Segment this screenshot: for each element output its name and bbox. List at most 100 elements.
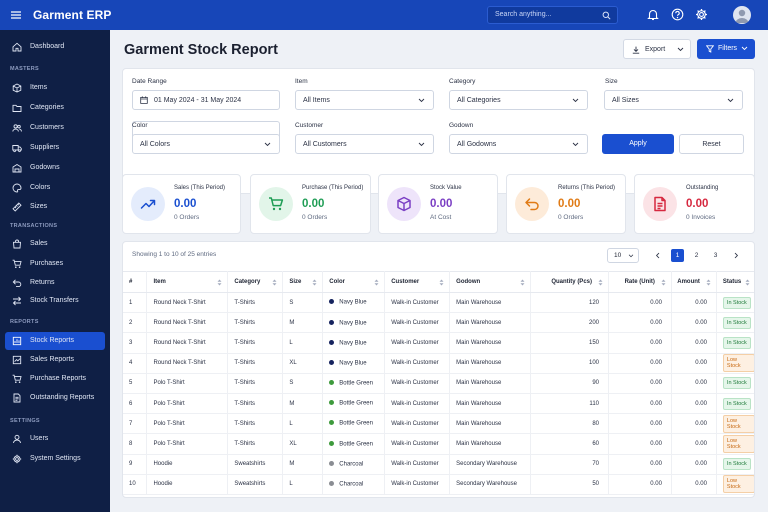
stat-value: 0.00 bbox=[558, 198, 581, 210]
godown-select[interactable]: All Godowns bbox=[449, 134, 588, 154]
table-row[interactable]: 10 Hoodie Sweatshirts L Charcoal Walk-in Cust… bbox=[123, 474, 754, 495]
date-range-input[interactable]: 01 May 2024 - 31 May 2024 bbox=[132, 90, 280, 110]
column-header[interactable]: Rate (Unit) bbox=[608, 271, 672, 293]
sidebar-item-label: Purchase Reports bbox=[30, 375, 87, 382]
sales-stat-card[interactable]: Sales (This Period) 0.00 0 Orders bbox=[122, 174, 241, 234]
prev-page-button[interactable] bbox=[651, 249, 664, 262]
column-header[interactable]: Customer bbox=[384, 271, 451, 293]
table-cell: Walk-in Customer bbox=[384, 312, 451, 334]
table-row[interactable]: 9 Hoodie Sweatshirts M Charcoal Walk-in Custo… bbox=[123, 454, 754, 475]
column-header[interactable]: Amount bbox=[671, 271, 717, 293]
page-button-1[interactable]: 1 bbox=[671, 249, 684, 262]
customer-select-value: All Customers bbox=[303, 141, 347, 148]
status-badge: Low Stock bbox=[722, 434, 754, 453]
page-button-2[interactable]: 2 bbox=[694, 252, 699, 259]
page-button-3[interactable]: 3 bbox=[713, 252, 718, 259]
table-row[interactable]: 6 Polo T-Shirt T-Shirts M Bottle Green Walk-i… bbox=[123, 393, 754, 415]
column-header[interactable]: Category bbox=[227, 271, 284, 293]
sidebar-item-label: Stock Transfers bbox=[30, 297, 79, 304]
search-input[interactable]: Search anything... bbox=[487, 6, 618, 24]
avatar[interactable] bbox=[733, 6, 751, 24]
column-header[interactable]: Quantity (Pcs) bbox=[530, 271, 609, 293]
stat-subtext: 0 Orders bbox=[174, 214, 200, 221]
color-select[interactable]: All Colors bbox=[132, 134, 280, 154]
table-cell: 110 bbox=[530, 393, 609, 415]
sidebar-item-suppliers[interactable]: Suppliers bbox=[5, 139, 105, 157]
table-cell: 0.00 bbox=[608, 433, 672, 455]
sidebar-item-customers[interactable]: Customers bbox=[5, 119, 105, 137]
table-cell: Polo T-Shirt bbox=[146, 373, 229, 394]
item-label: Item bbox=[295, 78, 308, 85]
gear-icon[interactable] bbox=[695, 8, 708, 21]
stat-value: 0.00 bbox=[686, 198, 709, 210]
table-cell: In Stock bbox=[716, 393, 754, 415]
page-size-select[interactable]: 10 bbox=[607, 248, 639, 263]
table-row[interactable]: 1 Round Neck T-Shirt T-Shirts S Navy Blue Wal… bbox=[123, 292, 754, 314]
item-select[interactable]: All Items bbox=[295, 90, 434, 110]
size-select[interactable]: All Sizes bbox=[604, 90, 743, 110]
sidebar-item-sales-reports[interactable]: Sales Reports bbox=[5, 351, 105, 369]
column-header-label: Godown bbox=[456, 279, 481, 285]
column-header[interactable]: Item bbox=[146, 271, 229, 293]
table-cell: 0.00 bbox=[671, 332, 717, 354]
table-row[interactable]: 7 Polo T-Shirt T-Shirts L Bottle Green Walk-i… bbox=[123, 413, 754, 435]
returns-stat-card[interactable]: Returns (This Period) 0.00 0 Orders bbox=[506, 174, 626, 234]
column-header-label: Item bbox=[153, 279, 166, 285]
table-row[interactable]: 8 Polo T-Shirt T-Shirts XL Bottle Green Walk-… bbox=[123, 433, 754, 455]
column-header[interactable]: Color bbox=[322, 271, 386, 293]
sidebar-item-sales[interactable]: Sales bbox=[5, 235, 105, 253]
sidebar-item-categories[interactable]: Categories bbox=[5, 99, 105, 117]
table-cell: 0.00 bbox=[671, 454, 717, 475]
sidebar-item-godowns[interactable]: Godowns bbox=[5, 159, 105, 177]
color-swatch bbox=[329, 319, 335, 325]
sidebar-item-dashboard[interactable]: Dashboard bbox=[5, 38, 105, 56]
table-row[interactable]: 4 Round Neck T-Shirt T-Shirts XL Navy Blue Wa… bbox=[123, 353, 754, 374]
sidebar-item-label: Returns bbox=[30, 279, 55, 286]
sidebar-item-users[interactable]: Users bbox=[5, 430, 105, 448]
truck-icon bbox=[12, 143, 22, 153]
table-cell: Bottle Green bbox=[322, 393, 386, 415]
sidebar-item-purchase-reports[interactable]: Purchase Reports bbox=[5, 370, 105, 388]
column-header[interactable]: Size bbox=[282, 271, 324, 293]
status-badge: Low Stock bbox=[722, 414, 754, 433]
customer-select[interactable]: All Customers bbox=[295, 134, 434, 154]
purchase-stat-card[interactable]: Purchase (This Period) 0.00 0 Orders bbox=[250, 174, 371, 234]
table-cell: Secondary Warehouse bbox=[449, 474, 532, 495]
sidebar-item-items[interactable]: Items bbox=[5, 79, 105, 97]
stat-label: Purchase (This Period) bbox=[302, 185, 364, 191]
table-cell: Main Warehouse bbox=[449, 353, 532, 374]
sidebar-item-stock-reports[interactable]: Stock Reports bbox=[5, 332, 105, 350]
table-row[interactable]: 5 Polo T-Shirt T-Shirts S Bottle Green Walk-i… bbox=[123, 373, 754, 394]
sort-icon bbox=[312, 279, 317, 286]
column-header[interactable]: Status bbox=[716, 271, 754, 293]
reset-button[interactable]: Reset bbox=[679, 134, 744, 154]
color-name: Navy Blue bbox=[339, 299, 367, 306]
table-row[interactable]: 2 Round Neck T-Shirt T-Shirts M Navy Blue Wal… bbox=[123, 312, 754, 334]
sidebar-item-purchases[interactable]: Purchases bbox=[5, 255, 105, 273]
export-button[interactable]: Export bbox=[623, 39, 691, 59]
sidebar-item-system-settings[interactable]: System Settings bbox=[5, 450, 105, 468]
stat-subtext: 0 Invoices bbox=[686, 214, 716, 221]
column-header[interactable]: Godown bbox=[449, 271, 532, 293]
table-cell: Low Stock bbox=[716, 433, 754, 455]
menu-icon[interactable] bbox=[10, 9, 22, 21]
filters-button[interactable]: Filters bbox=[697, 39, 755, 59]
next-page-button[interactable] bbox=[729, 249, 742, 262]
gear-icon bbox=[12, 454, 22, 464]
sidebar-item-returns[interactable]: Returns bbox=[5, 274, 105, 292]
bell-icon[interactable] bbox=[647, 8, 659, 21]
return-icon bbox=[12, 278, 22, 288]
sidebar-item-sizes[interactable]: Sizes bbox=[5, 198, 105, 216]
table-cell: Charcoal bbox=[322, 474, 386, 495]
apply-button[interactable]: Apply bbox=[602, 134, 674, 154]
table-cell: S bbox=[282, 292, 324, 314]
stock-value-stat-card[interactable]: Stock Value 0.00 At Cost bbox=[378, 174, 498, 234]
sidebar-item-stock-transfers[interactable]: Stock Transfers bbox=[5, 292, 105, 310]
category-select[interactable]: All Categories bbox=[449, 90, 588, 110]
table-row[interactable]: 3 Round Neck T-Shirt T-Shirts L Navy Blue Wal… bbox=[123, 332, 754, 354]
outstanding-stat-card[interactable]: Outstanding 0.00 0 Invoices bbox=[634, 174, 755, 234]
sidebar-item-outstanding-reports[interactable]: Outstanding Reports bbox=[5, 389, 105, 407]
help-icon[interactable] bbox=[671, 8, 684, 21]
sidebar-item-colors[interactable]: Colors bbox=[5, 179, 105, 197]
table-cell: Bottle Green bbox=[322, 413, 386, 435]
